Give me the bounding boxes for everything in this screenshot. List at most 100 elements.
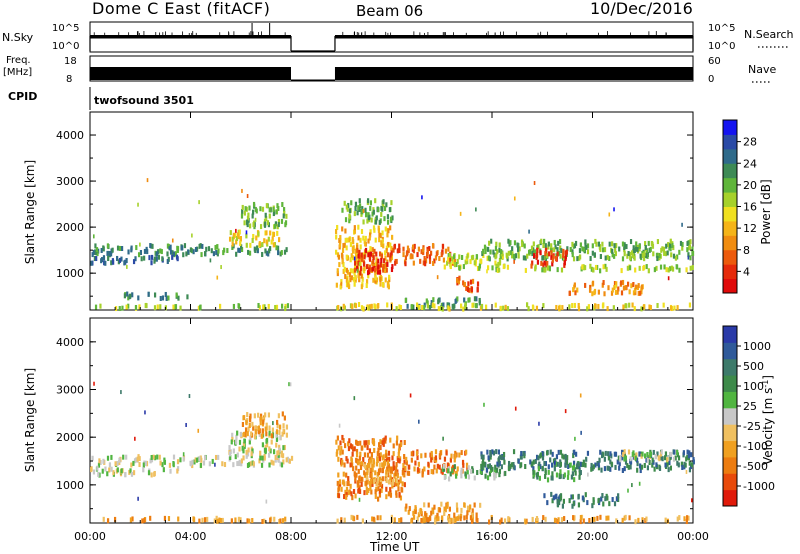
- echo-cell: [498, 456, 501, 462]
- echo-cell: [542, 243, 545, 249]
- echo-cell: [368, 304, 372, 310]
- echo-cell: [556, 247, 559, 253]
- echo-cell: [243, 438, 246, 444]
- echo-cell: [389, 437, 392, 443]
- echo-cell: [572, 287, 575, 293]
- echo-cell: [447, 468, 450, 474]
- echo-cell: [512, 253, 516, 259]
- echo-cell: [358, 203, 362, 209]
- echo-cell: [363, 261, 366, 267]
- echo-cell: [132, 470, 136, 476]
- echo-cell: [638, 481, 641, 486]
- echo-cell: [362, 306, 365, 312]
- echo-cell: [378, 456, 382, 462]
- echo-cell: [428, 258, 432, 264]
- echo-cell: [362, 252, 365, 258]
- echo-cell: [386, 466, 389, 472]
- echo-cell: [448, 518, 451, 524]
- echo-cell: [685, 469, 688, 474]
- x-tick-label: 00:00: [74, 530, 106, 543]
- echo-cell: [377, 258, 380, 264]
- echo-cell: [636, 247, 639, 253]
- echo-cell: [350, 514, 353, 520]
- echo-cell: [540, 238, 543, 244]
- echo-cell: [544, 461, 548, 467]
- echo-cell: [486, 475, 490, 481]
- echo-cell: [658, 465, 662, 471]
- echo-cell: [402, 246, 405, 252]
- echo-cell: [137, 202, 139, 207]
- echo-cell: [471, 508, 474, 514]
- echo-cell: [262, 304, 265, 310]
- echo-cell: [139, 242, 141, 247]
- echo-cell: [538, 475, 541, 481]
- echo-cell: [249, 461, 252, 467]
- echo-cell: [392, 461, 395, 467]
- echo-cell: [398, 248, 401, 254]
- echo-cell: [153, 305, 157, 311]
- echo-cell: [496, 267, 499, 273]
- echo-cell: [408, 506, 411, 512]
- echo-cell: [489, 454, 492, 460]
- echo-cell: [379, 452, 382, 458]
- echo-cell: [475, 512, 478, 518]
- nsky-tick-high: 10^5: [52, 23, 79, 34]
- echo-cell: [280, 250, 283, 256]
- echo-cell: [163, 515, 167, 521]
- echo-cell: [469, 259, 472, 265]
- echo-cell: [246, 194, 249, 199]
- echo-cell: [228, 445, 231, 451]
- echo-cell: [494, 246, 498, 252]
- echo-cell: [669, 238, 672, 244]
- echo-cell: [118, 257, 122, 263]
- echo-cell: [649, 305, 652, 311]
- echo-cell: [229, 455, 232, 461]
- echo-cell: [640, 284, 644, 290]
- echo-cell: [263, 218, 267, 224]
- echo-cell: [217, 454, 220, 460]
- echo-cell: [400, 517, 403, 523]
- echo-cell: [125, 304, 128, 310]
- echo-cell: [453, 258, 457, 264]
- echo-cell: [140, 256, 143, 262]
- echo-cell: [211, 458, 214, 464]
- power-ylabel: Slant Range [km]: [23, 160, 37, 264]
- echo-cell: [241, 188, 243, 193]
- colorbar-tick-label: 20: [743, 179, 757, 192]
- echo-cell: [100, 257, 104, 263]
- echo-cell: [113, 516, 117, 522]
- echo-cell: [681, 464, 684, 470]
- echo-cell: [631, 302, 634, 308]
- echo-cell: [631, 483, 633, 488]
- echo-cell: [366, 198, 370, 204]
- echo-cell: [675, 264, 678, 270]
- echo-cell: [576, 287, 579, 293]
- echo-cell: [610, 461, 613, 467]
- echo-cell: [528, 229, 530, 234]
- echo-cell: [264, 248, 267, 254]
- echo-cell: [488, 240, 491, 246]
- echo-cell: [627, 250, 630, 256]
- echo-cell: [563, 516, 566, 522]
- echo-cell: [547, 464, 550, 470]
- velocity-colorbar-label-text: ]: [761, 375, 775, 380]
- echo-cell: [655, 462, 658, 468]
- echo-cell: [340, 279, 343, 285]
- echo-cell: [483, 461, 486, 467]
- echo-cell: [359, 270, 362, 276]
- echo-cell: [428, 254, 432, 260]
- echo-cell: [530, 245, 534, 251]
- echo-cell: [488, 519, 491, 525]
- echo-cell: [112, 470, 115, 476]
- echo-cell: [281, 202, 284, 208]
- echo-cell: [102, 255, 106, 261]
- echo-cell: [359, 237, 362, 243]
- echo-cell: [634, 267, 637, 273]
- echo-cell: [450, 256, 454, 262]
- echo-cell: [471, 254, 475, 260]
- echo-cell: [392, 480, 395, 486]
- echo-cell: [368, 256, 372, 262]
- echo-cell: [575, 451, 578, 457]
- echo-cell: [414, 509, 417, 515]
